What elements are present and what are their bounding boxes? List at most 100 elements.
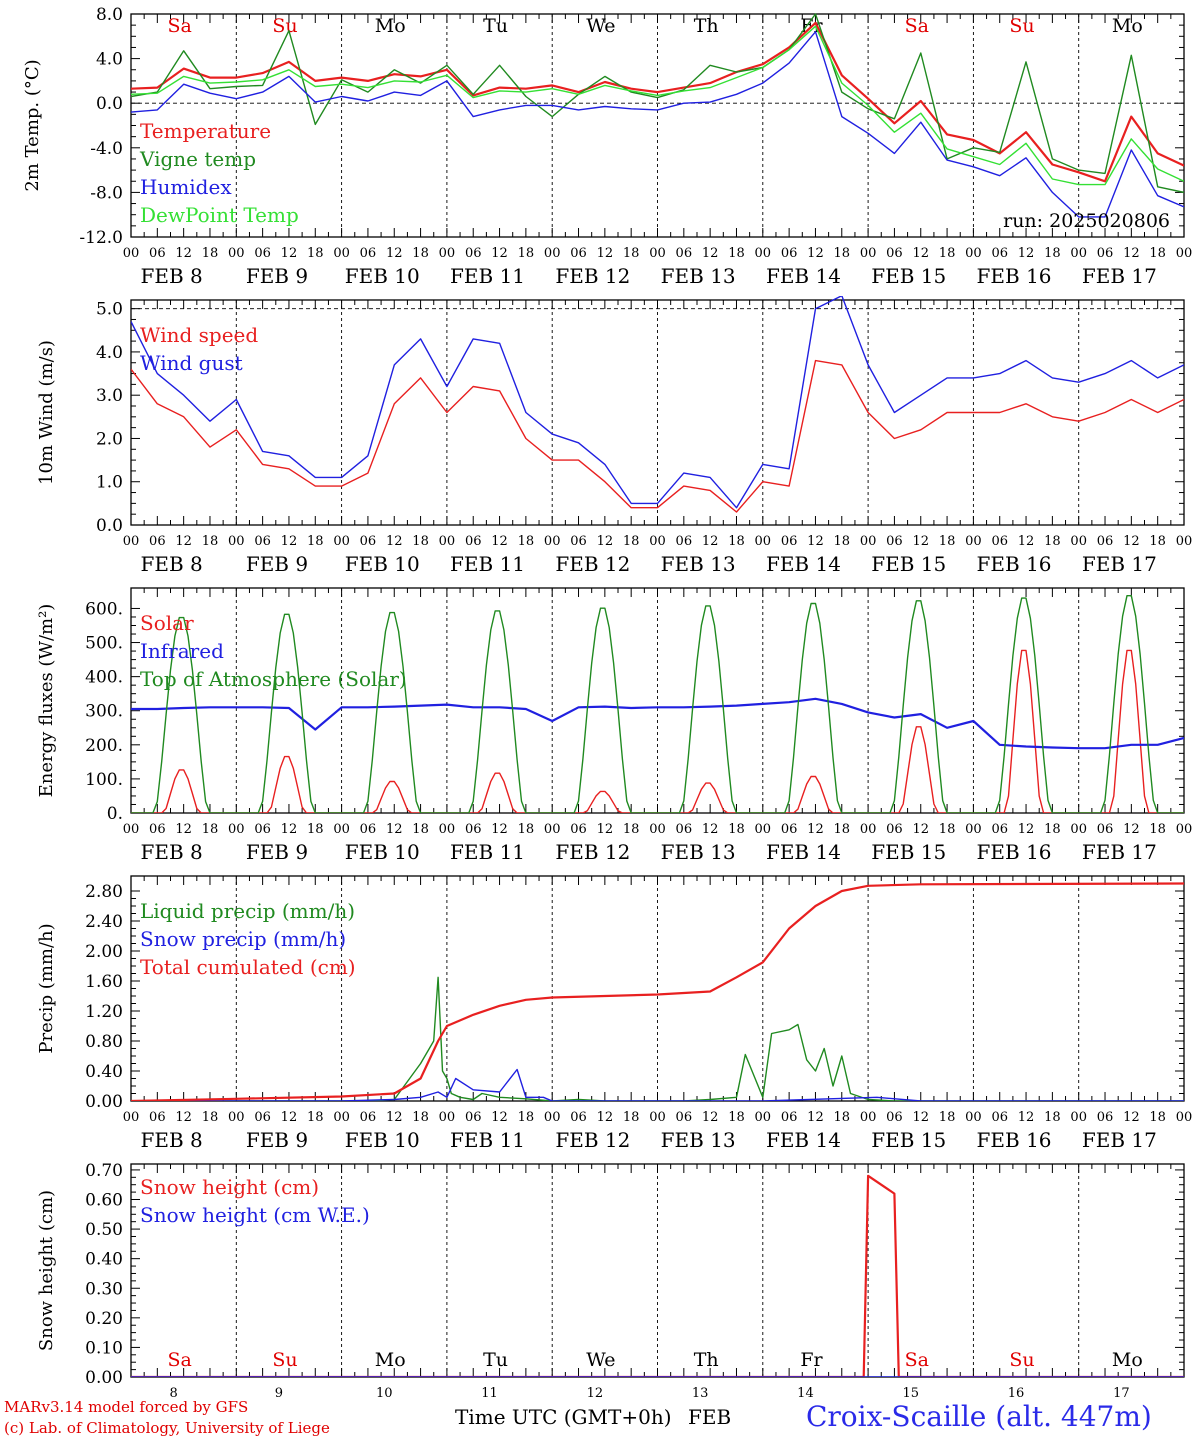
- x-hour-label: 18: [834, 534, 851, 549]
- x-hour-label: 06: [360, 822, 377, 837]
- x-hour-label: 06: [570, 822, 587, 837]
- x-hour-label: 06: [991, 1110, 1008, 1125]
- x-hour-label: 18: [1149, 822, 1166, 837]
- x-hour-label: 06: [1097, 1110, 1114, 1125]
- chart-panel-3: 600. 500. 400. 300. 200. 100. 0. Energy fluxes …: [36, 587, 1193, 864]
- weekday-label: Fr: [800, 1349, 823, 1371]
- x-day-label: FEB 17: [1082, 840, 1157, 864]
- x-hour-label: 06: [360, 246, 377, 261]
- x-day-number: 16: [1008, 1386, 1025, 1401]
- x-hour-label: 18: [307, 822, 324, 837]
- x-hour-label: 12: [1018, 534, 1035, 549]
- x-hour-label: 18: [623, 822, 640, 837]
- legend-entry: Liquid precip (mm/h): [140, 899, 355, 923]
- y-tick-label: 300.: [85, 702, 123, 722]
- x-hour-label: 18: [307, 246, 324, 261]
- x-hour-label: 06: [465, 822, 482, 837]
- x-hour-label: 12: [281, 822, 298, 837]
- x-hour-label: 00: [228, 822, 245, 837]
- x-hour-label: 18: [412, 534, 429, 549]
- y-tick-label: 0.50: [85, 1220, 123, 1240]
- x-hour-label: 12: [597, 534, 614, 549]
- x-hour-label: 12: [175, 246, 192, 261]
- x-hour-label: 12: [281, 534, 298, 549]
- series-group: [131, 595, 1184, 813]
- weekday-label: We: [586, 1349, 615, 1371]
- series-line-dewpoint-temp: [131, 25, 1184, 186]
- x-hour-label: 18: [939, 1110, 956, 1125]
- y-tick-label: 200.: [85, 736, 123, 756]
- x-day-label: FEB 8: [141, 264, 203, 288]
- x-hour-label: 06: [676, 534, 693, 549]
- x-hour-label: 12: [702, 1110, 719, 1125]
- x-hour-label: 18: [202, 822, 219, 837]
- y-tick-label: 0.0: [96, 516, 123, 536]
- x-hour-label: 12: [1123, 1110, 1140, 1125]
- weekday-label: Sa: [167, 15, 191, 37]
- y-tick-label: 400.: [85, 668, 123, 688]
- x-hour-label: 00: [544, 1110, 561, 1125]
- y-tick-label: 3.0: [96, 386, 123, 406]
- x-hour-label: 06: [1097, 534, 1114, 549]
- x-hour-label: 18: [518, 1110, 535, 1125]
- legend-entry: Snow height (cm): [140, 1175, 319, 1199]
- x-hour-label: 12: [175, 1110, 192, 1125]
- series-line-solar: [131, 649, 1184, 813]
- y-axis-title: Energy fluxes (W/m²): [36, 604, 57, 798]
- series-line-wind-gust: [131, 296, 1184, 509]
- x-hour-label: 12: [807, 246, 824, 261]
- y-axis-title: 10m Wind (m/s): [36, 340, 57, 485]
- weekday-label: Mo: [1112, 1349, 1143, 1371]
- x-hour-label: 18: [834, 246, 851, 261]
- y-tick-label: 100.: [85, 770, 123, 790]
- weekday-label: Sa: [905, 15, 929, 37]
- x-hour-label: 18: [518, 246, 535, 261]
- x-hour-label: 18: [728, 246, 745, 261]
- x-hour-label: 00: [333, 1110, 350, 1125]
- x-hour-label: 18: [939, 246, 956, 261]
- weekday-label: Su: [272, 1349, 297, 1371]
- x-hour-label: 12: [1123, 822, 1140, 837]
- x-day-label: FEB 13: [661, 552, 736, 576]
- legend-entry: Infrared: [140, 639, 224, 663]
- x-hour-label: 12: [597, 1110, 614, 1125]
- x-hour-label: 00: [439, 534, 456, 549]
- x-hour-label: 18: [623, 246, 640, 261]
- x-hour-label: 06: [991, 246, 1008, 261]
- y-axis-title: Precip (mm/h): [36, 923, 57, 1053]
- x-hour-label: 00: [123, 534, 140, 549]
- x-hour-label: 00: [1176, 534, 1193, 549]
- legend-entry: DewPoint Temp: [140, 203, 299, 227]
- y-tick-label: 500.: [85, 634, 123, 654]
- x-hour-label: 12: [807, 822, 824, 837]
- x-hour-label: 00: [1176, 822, 1193, 837]
- x-hour-label: 06: [991, 534, 1008, 549]
- x-hour-label: 18: [728, 1110, 745, 1125]
- x-hour-label: 06: [465, 1110, 482, 1125]
- x-hour-label: 12: [386, 822, 403, 837]
- x-hour-label: 00: [123, 822, 140, 837]
- x-hour-label: 00: [965, 534, 982, 549]
- x-day-label: FEB 10: [345, 840, 420, 864]
- x-hour-label: 06: [149, 246, 166, 261]
- y-tick-label: 0.30: [85, 1279, 123, 1299]
- x-hour-label: 18: [834, 822, 851, 837]
- chart-panel-5: 0.70 0.60 0.50 0.40 0.30 0.20 0.10 0.00 Snow hei…: [36, 1161, 1185, 1401]
- x-day-number: 9: [275, 1386, 283, 1401]
- x-day-label: FEB 14: [766, 264, 841, 288]
- x-hour-label: 18: [518, 534, 535, 549]
- x-day-label: FEB 16: [977, 552, 1052, 576]
- x-day-label: FEB 11: [450, 840, 525, 864]
- x-hour-label: 06: [781, 1110, 798, 1125]
- weekday-label: Su: [272, 15, 297, 37]
- y-tick-label: 2.0: [96, 429, 123, 449]
- y-tick-label: 0.40: [85, 1062, 123, 1082]
- x-day-label: FEB 16: [977, 1128, 1052, 1152]
- y-tick-label: -4.0: [90, 139, 123, 159]
- x-hour-label: 00: [755, 1110, 772, 1125]
- x-hour-label: 00: [1176, 1110, 1193, 1125]
- x-day-label: FEB 10: [345, 552, 420, 576]
- x-day-label: FEB 15: [871, 840, 946, 864]
- y-tick-label: 0.70: [85, 1161, 123, 1181]
